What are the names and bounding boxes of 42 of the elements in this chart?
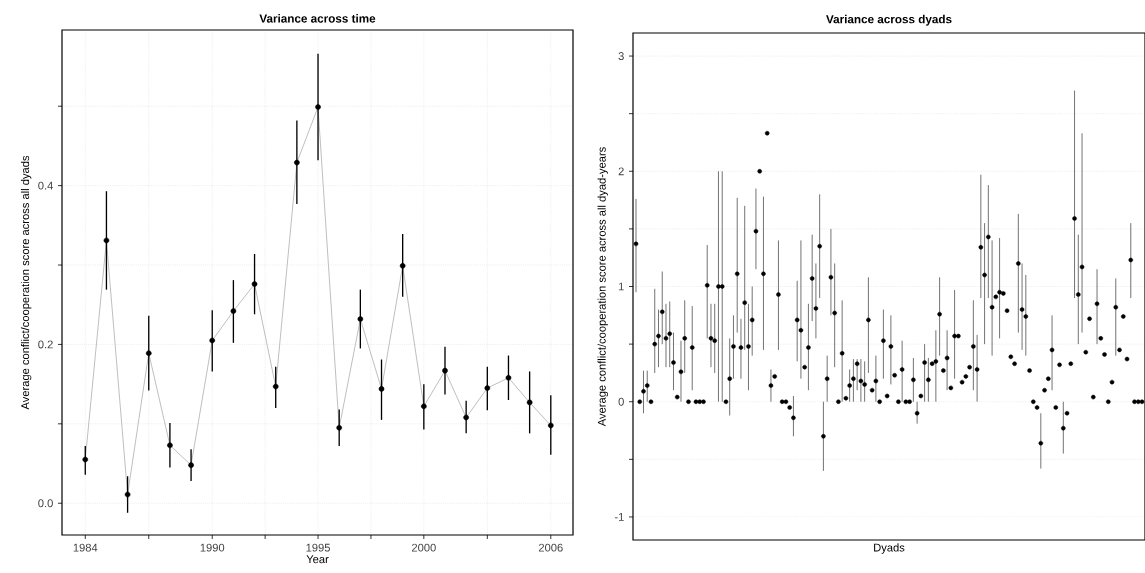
y-tick-label: -1 — [614, 513, 624, 521]
point — [82, 456, 89, 463]
y-tick-label: 0.0 — [38, 499, 53, 508]
point — [357, 316, 364, 322]
y-tick-label: 3 — [618, 52, 624, 60]
point — [167, 442, 173, 449]
point — [399, 263, 406, 269]
point — [103, 237, 110, 244]
x-tick-label: 2006 — [538, 543, 563, 552]
point — [315, 104, 321, 110]
x-axis-title: Dyads — [874, 543, 905, 554]
point — [547, 422, 554, 429]
chart-title: Variance across time — [259, 14, 376, 23]
point — [188, 462, 194, 468]
point — [251, 281, 258, 287]
point — [526, 399, 533, 406]
point — [442, 367, 448, 374]
point — [463, 414, 469, 421]
point — [272, 383, 279, 390]
y-axis-title: Average conflict/cooperation score across all dyads — [20, 155, 32, 410]
x-axis-title: Year — [306, 555, 329, 564]
x-tick-label: 1995 — [306, 543, 330, 552]
point — [505, 374, 512, 381]
y-tick-label: 0.2 — [38, 340, 53, 349]
point — [209, 337, 216, 344]
y-tick-label: 2 — [618, 167, 624, 176]
point — [421, 403, 427, 410]
chart-title: Variance across dyads — [826, 14, 952, 26]
y-tick-label: 1 — [618, 282, 624, 291]
x-tick-label: 2000 — [411, 543, 436, 552]
point — [336, 425, 342, 431]
point — [145, 350, 152, 356]
y-tick-label: 0 — [618, 397, 624, 406]
point — [294, 159, 300, 166]
y-axis-title: Average conflict/cooperation score across all dyad-years — [597, 147, 608, 427]
point — [378, 386, 385, 392]
x-tick-label: 1990 — [200, 543, 225, 552]
point — [484, 385, 491, 391]
point — [124, 491, 131, 498]
point — [230, 308, 237, 314]
x-tick-label: 1984 — [73, 543, 98, 552]
y-tick-label: 0.4 — [38, 181, 53, 190]
